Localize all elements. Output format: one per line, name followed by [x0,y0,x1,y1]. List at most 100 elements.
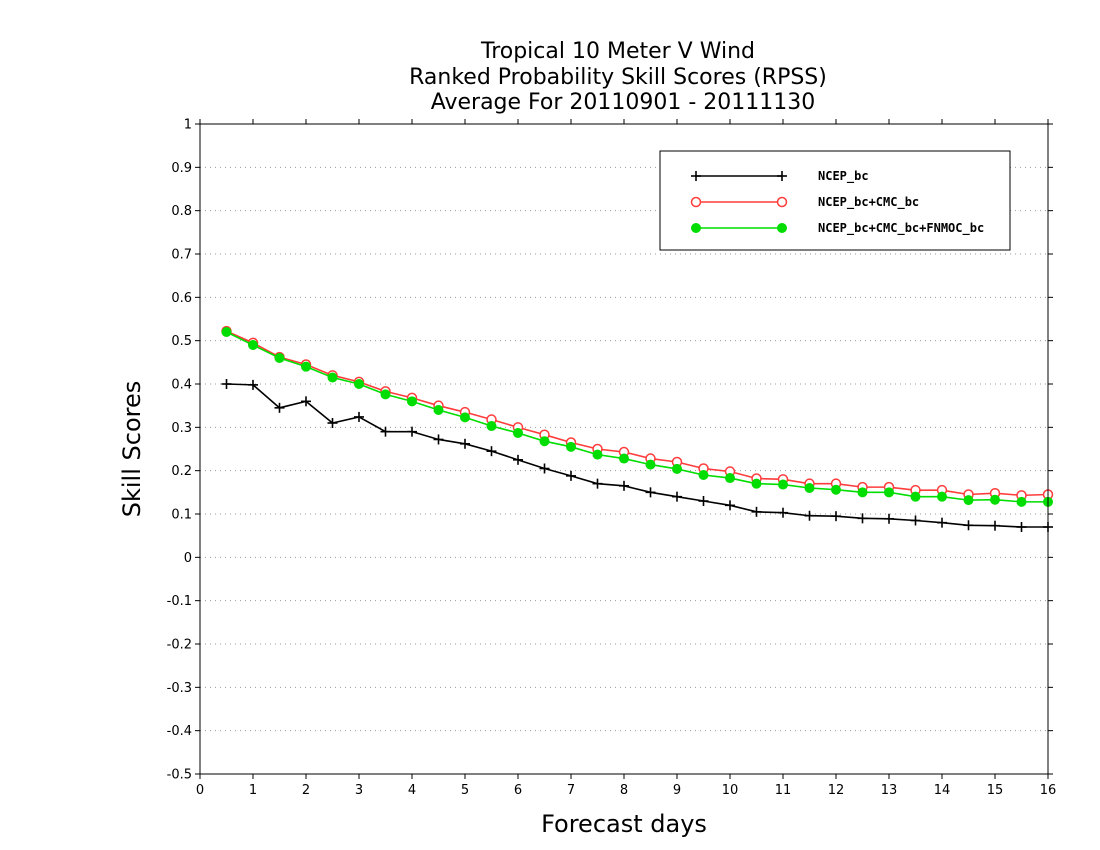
data-point [433,434,444,445]
legend-item: NCEP_bc+CMC_bc [690,195,919,210]
data-point [327,418,338,428]
x-tick-label: 0 [196,783,204,798]
x-tick-label: 11 [775,783,792,798]
y-tick-label: 0.6 [171,291,192,306]
data-point [963,495,974,506]
x-tick-label: 5 [461,783,469,798]
data-point [778,507,788,518]
series-2 [221,327,1053,507]
y-tick-label: 0.9 [171,161,192,176]
data-point [645,487,656,498]
y-axis-title: Skill Scores [118,381,146,518]
data-point [725,500,735,511]
axis-ticks: -0.5 -0.4 -0.3 -0.2 -0.1 0 0.1 0.2 0.3 0.4 0.5 0.6 0… [167,118,1057,799]
y-tick-label: 0.4 [171,378,192,393]
data-point [857,513,868,524]
y-tick-label: -0.4 [167,724,192,739]
series-1 [221,325,1054,501]
x-tick-label: 16 [1040,783,1057,798]
data-point [274,402,285,413]
data-point [539,463,550,474]
series-line [226,330,1049,497]
data-point [937,517,947,528]
data-point [486,446,497,457]
legend-marker [777,171,787,181]
y-tick-label: 0 [184,551,192,566]
data-point [433,405,444,415]
data-point [407,426,417,437]
data-point [910,491,921,502]
legend-marker [776,196,788,208]
data-point [566,441,576,452]
x-axis-title: Forecast days [541,810,707,838]
x-tick-label: 12 [828,783,845,798]
data-point [274,353,285,363]
data-point [221,379,232,389]
data-point [698,496,709,506]
x-tick-label: 8 [620,783,628,798]
data-point [460,412,470,423]
x-tick-label: 1 [249,783,257,798]
data-point [937,491,947,502]
data-point [592,478,603,489]
data-point [672,463,682,474]
y-tick-label: -0.2 [167,638,192,653]
data-point [778,479,788,490]
data-point [963,520,974,531]
data-point [248,340,258,350]
legend-marker [691,171,701,181]
y-tick-label: 0.5 [171,334,192,349]
data-point [301,361,311,372]
data-point [857,487,868,498]
title-line-3: Average For 20110901 - 20111130 [431,90,816,115]
x-tick-label: 7 [567,783,575,798]
y-tick-label: 0.8 [171,204,192,219]
data-point [751,506,762,517]
legend-label: NCEP_bc [818,169,869,184]
y-tick-label: -0.5 [167,768,192,783]
x-tick-label: 15 [987,783,1004,798]
data-point [619,453,629,464]
data-point [354,411,364,422]
series-layer [221,325,1054,532]
y-tick-label: 0.2 [171,464,192,479]
data-point [380,389,391,400]
y-tick-label: 0.1 [171,508,192,523]
data-point [301,396,311,407]
data-point [1016,496,1027,507]
data-point [354,379,364,389]
legend-item: NCEP_bc+CMC_bc+FNMOC_bc [691,221,984,236]
legend-label: NCEP_bc+CMC_bc [818,195,919,210]
data-point [619,480,629,491]
data-point [884,513,894,524]
x-tick-label: 2 [302,783,310,798]
data-point [380,426,391,437]
x-tick-label: 14 [934,783,951,798]
data-point [486,421,497,432]
data-point [831,511,841,522]
series-line [226,331,1048,503]
legend-marker [691,223,701,233]
data-point [513,427,523,438]
data-point [407,396,417,407]
y-tick-label: -0.1 [167,594,192,609]
x-tick-label: 4 [408,783,416,798]
data-point [592,449,603,460]
x-tick-label: 13 [881,783,898,798]
data-point [990,494,1000,505]
data-point [751,478,762,489]
title-line-2: Ranked Probability Skill Scores (RPSS) [409,65,827,90]
data-point [460,438,470,449]
data-point [221,327,232,337]
x-tick-label: 6 [514,783,522,798]
data-point [248,379,258,390]
data-point [831,484,841,495]
y-tick-label: -0.3 [167,681,192,696]
data-point [645,459,656,470]
data-point [804,510,815,521]
x-tick-label: 9 [673,783,681,798]
data-point [327,372,338,383]
x-tick-label: 10 [722,783,739,798]
data-point [910,515,921,526]
